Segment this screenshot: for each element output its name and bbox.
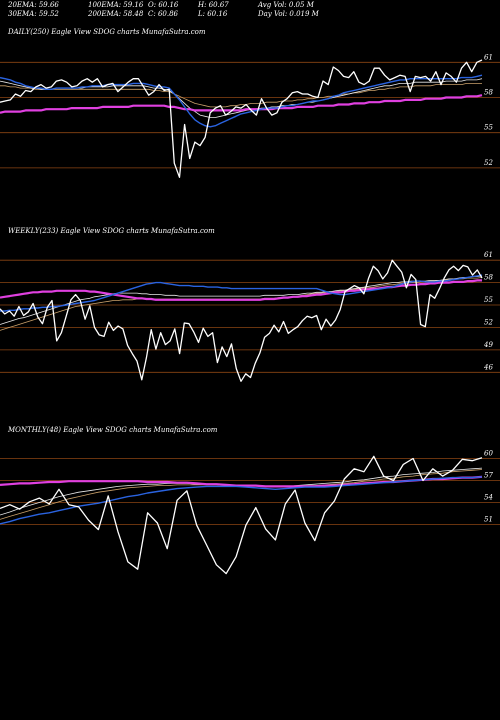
daily-chart: 61 58 55 52 xyxy=(0,53,500,178)
ema30-readout: 30EMA: 59.52 xyxy=(8,10,59,18)
weekly-chart: 61 58 55 52 49 46 xyxy=(0,251,500,382)
monthly-chart: 60 57 54 51 xyxy=(0,450,500,575)
daily-ytick-label: 61 xyxy=(484,53,493,61)
daily-ema-mid-line xyxy=(0,78,483,118)
daily-chart-title: DAILY(250) Eagle View SDOG charts Munafa… xyxy=(8,28,206,36)
daily-ytick-label: 55 xyxy=(484,124,493,132)
weekly-ytick-label: 61 xyxy=(484,251,493,259)
monthly-ytick-label: 57 xyxy=(484,472,493,480)
high-readout: H: 60.67 xyxy=(198,1,229,9)
ema200-readout: 200EMA: 58.48 xyxy=(88,10,144,18)
daily-ema-long-line xyxy=(0,94,483,114)
weekly-price-line xyxy=(0,259,483,382)
monthly-ema-fast-line xyxy=(0,476,483,525)
monthly-chart-title: MONTHLY(48) Eagle View SDOG charts Munaf… xyxy=(8,426,218,434)
low-readout: L: 60.16 xyxy=(198,10,228,18)
monthly-ema-slow-line xyxy=(0,469,483,520)
weekly-ytick-label: 46 xyxy=(483,363,493,371)
monthly-price-line xyxy=(0,455,483,575)
daily-price-line xyxy=(0,59,483,178)
weekly-ema-long-line xyxy=(0,279,482,301)
open-readout: O: 60.16 xyxy=(148,1,179,9)
ema20-readout: 20EMA: 59.66 xyxy=(8,1,59,9)
avg-vol-readout: Avg Vol: 0.05 M xyxy=(258,1,314,9)
daily-ytick-label: 52 xyxy=(484,159,493,167)
monthly-ytick-label: 60 xyxy=(484,450,493,458)
weekly-ytick-label: 55 xyxy=(484,296,493,304)
weekly-ema-fast-line xyxy=(0,274,483,312)
weekly-chart-title: WEEKLY(233) Eagle View SDOG charts Munaf… xyxy=(8,227,215,235)
weekly-ytick-label: 49 xyxy=(483,341,493,349)
ema100-readout: 100EMA: 59.16 xyxy=(88,1,144,9)
close-readout: C: 60.86 xyxy=(148,10,178,18)
weekly-ytick-label: 58 xyxy=(484,274,493,282)
monthly-ema-long-line xyxy=(0,475,483,488)
monthly-ytick-label: 51 xyxy=(484,516,493,524)
daily-ytick-label: 58 xyxy=(484,89,493,97)
monthly-ytick-label: 54 xyxy=(484,494,493,502)
weekly-ytick-label: 52 xyxy=(484,318,493,326)
daily-ema-slow-line xyxy=(0,83,482,108)
daily-ema-fast-line xyxy=(0,74,483,128)
day-vol-readout: Day Vol: 0.019 M xyxy=(258,10,319,18)
